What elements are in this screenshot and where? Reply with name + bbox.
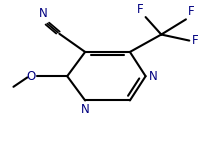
- Text: N: N: [149, 70, 158, 83]
- Text: F: F: [137, 3, 143, 16]
- Text: N: N: [39, 7, 48, 20]
- Text: O: O: [27, 70, 36, 83]
- Text: F: F: [188, 5, 195, 18]
- Text: N: N: [81, 103, 90, 116]
- Text: F: F: [192, 34, 198, 47]
